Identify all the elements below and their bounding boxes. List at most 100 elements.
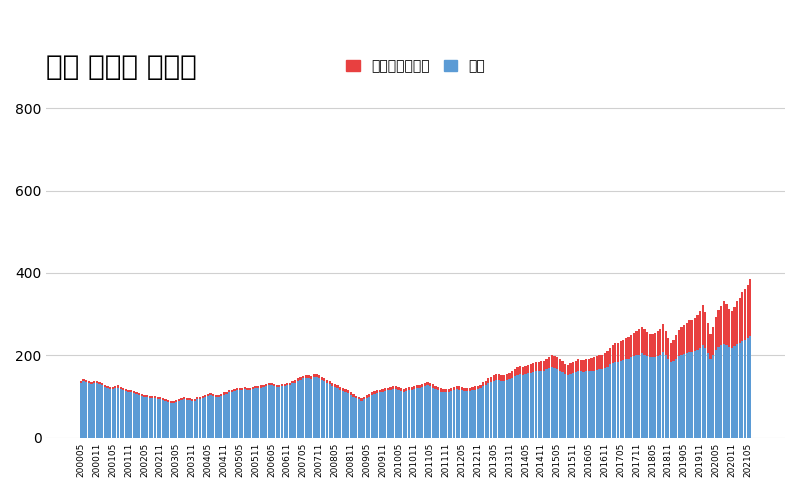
Bar [728,347,730,438]
Bar [109,387,111,389]
Bar [530,364,532,372]
Bar [117,385,119,388]
Bar [601,369,603,438]
Bar [262,387,265,438]
Bar [122,390,124,438]
Bar [736,301,738,344]
Bar [360,400,362,438]
Bar [310,376,312,379]
Bar [463,391,466,438]
Bar [416,388,418,438]
Bar [363,397,365,400]
Bar [254,388,257,438]
Bar [490,382,492,438]
Bar [511,378,514,438]
Bar [710,334,712,359]
Bar [98,382,101,384]
Bar [350,392,352,395]
Bar [516,375,518,438]
Bar [471,390,474,438]
Bar [429,383,431,386]
Bar [363,400,365,438]
Bar [707,353,709,438]
Bar [585,359,587,371]
Bar [726,345,728,438]
Bar [339,387,342,390]
Bar [159,400,162,438]
Bar [622,339,625,360]
Bar [196,398,198,400]
Bar [173,400,174,403]
Bar [109,389,111,438]
Bar [593,358,595,370]
Bar [730,311,733,348]
Bar [238,388,241,390]
Bar [714,350,717,438]
Bar [360,398,362,400]
Bar [214,395,217,397]
Bar [408,390,410,438]
Bar [611,363,614,438]
Bar [234,391,235,438]
Bar [262,385,265,387]
Bar [482,386,484,438]
Bar [458,390,460,438]
Bar [619,361,622,438]
Bar [566,365,569,375]
Bar [477,389,479,438]
Bar [447,389,450,392]
Bar [522,375,524,438]
Bar [347,393,350,438]
Bar [228,393,230,438]
Bar [289,385,291,438]
Bar [410,387,413,390]
Bar [421,384,423,387]
Bar [371,393,373,396]
Bar [230,392,233,438]
Bar [445,389,447,393]
Bar [175,402,178,438]
Bar [582,360,585,372]
Bar [342,388,344,391]
Bar [275,387,278,438]
Bar [659,329,662,355]
Bar [180,398,182,400]
Bar [437,390,439,438]
Bar [530,372,532,438]
Bar [186,398,188,400]
Bar [257,386,259,388]
Bar [649,334,651,357]
Bar [630,335,632,358]
Bar [230,390,233,392]
Bar [734,307,735,346]
Bar [143,395,146,397]
Bar [416,385,418,388]
Bar [453,390,455,438]
Bar [641,327,643,353]
Bar [149,396,151,398]
Bar [323,378,326,381]
Bar [487,378,490,383]
Bar [633,356,635,438]
Bar [127,390,130,392]
Bar [604,368,606,438]
Bar [696,315,698,350]
Bar [627,359,630,438]
Bar [720,345,722,438]
Bar [350,395,352,438]
Bar [85,380,87,382]
Bar [432,384,434,388]
Bar [114,388,117,438]
Bar [326,383,328,438]
Bar [355,398,358,438]
Bar [421,387,423,438]
Bar [238,390,241,438]
Bar [249,388,251,390]
Bar [558,359,561,370]
Bar [275,385,278,387]
Bar [122,388,124,390]
Bar [390,387,392,390]
Bar [749,279,751,336]
Bar [291,381,294,383]
Bar [222,393,225,395]
